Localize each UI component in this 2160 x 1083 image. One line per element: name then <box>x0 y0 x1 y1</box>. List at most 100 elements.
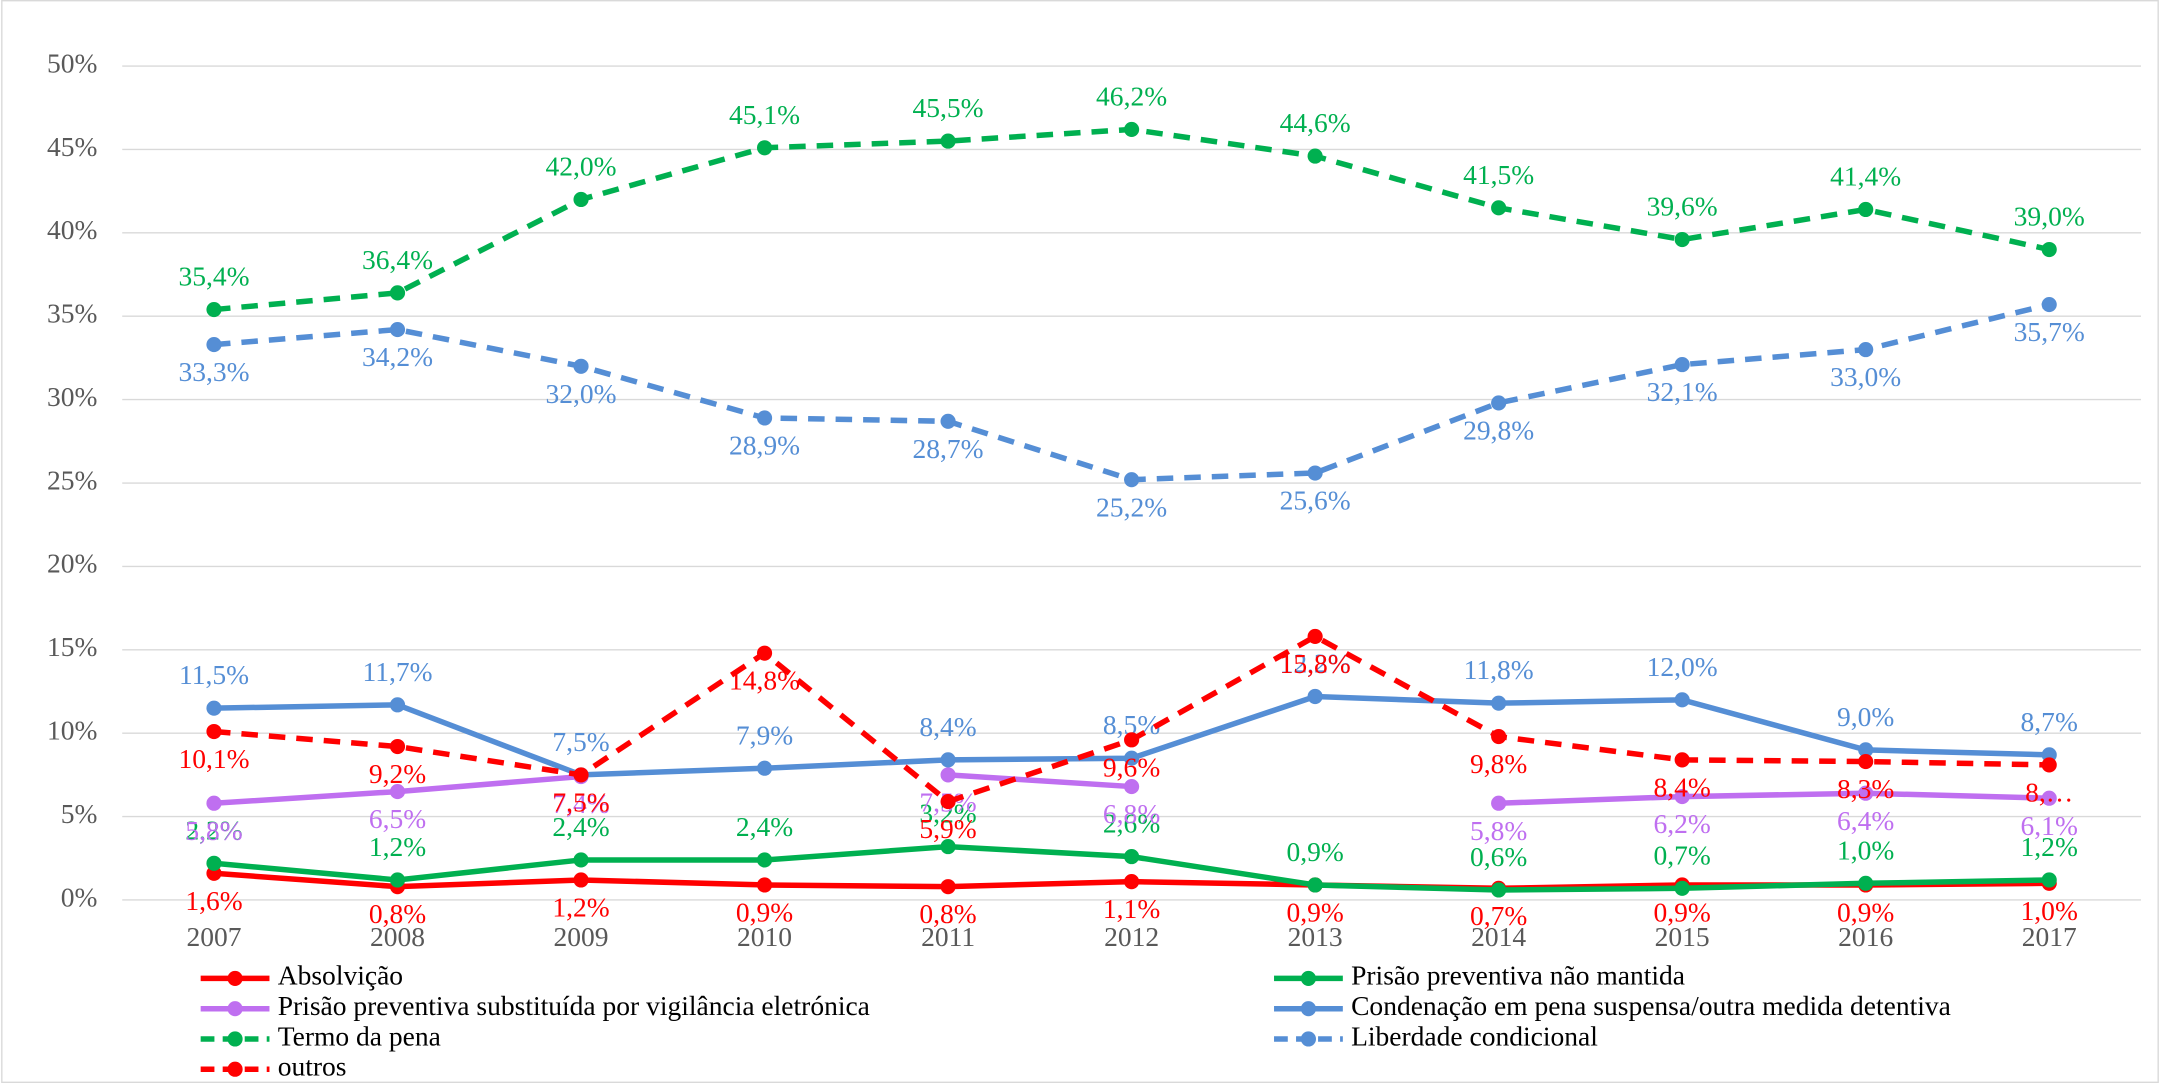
data-point <box>1307 688 1323 705</box>
data-label: 15,8% <box>1280 648 1351 679</box>
data-label: 1,2% <box>552 892 609 923</box>
data-point <box>573 191 589 208</box>
data-point <box>1491 695 1507 711</box>
series-line <box>947 772 1132 790</box>
data-label: 0,9% <box>1286 836 1343 867</box>
data-point <box>573 767 589 783</box>
data-point <box>1307 465 1323 481</box>
data-point <box>756 140 773 156</box>
data-point <box>940 413 956 429</box>
data-point <box>389 322 406 338</box>
data-point <box>1124 472 1140 488</box>
data-point <box>573 358 589 374</box>
data-point <box>206 795 222 811</box>
data-label: 0,9% <box>1837 897 1894 928</box>
data-point <box>756 645 773 661</box>
x-tick-label: 2015 <box>1655 921 1710 952</box>
data-label: 7,5% <box>552 726 609 757</box>
data-point <box>2041 241 2057 258</box>
data-label: 0,7% <box>1470 900 1527 931</box>
data-label: 5,8% <box>185 815 242 846</box>
data-label: 39,6% <box>1647 191 1718 222</box>
data-label: 12,0% <box>1647 651 1718 682</box>
data-label: 11,8% <box>1464 654 1534 685</box>
data-label: 35,4% <box>178 261 249 292</box>
data-label: 44,6% <box>1280 107 1351 138</box>
data-point <box>756 760 773 776</box>
data-point <box>2041 790 2057 806</box>
data-label: 32,1% <box>1647 376 1718 407</box>
data-label: 0,6% <box>1470 841 1527 872</box>
data-label: 42,0% <box>545 151 616 182</box>
y-tick-label: 30% <box>47 381 97 412</box>
data-label: 7,9% <box>736 719 793 750</box>
data-point <box>1124 750 1140 766</box>
legend-label: Prisão preventiva não mantida <box>1351 960 1685 991</box>
legend-marker <box>1300 970 1317 986</box>
data-point <box>1124 778 1140 795</box>
data-label: 7,4% <box>552 788 609 819</box>
legend-label: Condenação em pena suspensa/outra medida… <box>1351 990 1951 1021</box>
y-tick-label: 35% <box>47 298 97 329</box>
data-label: 2,4% <box>736 811 793 842</box>
data-label: 0,8% <box>919 898 976 929</box>
data-point <box>1124 874 1140 890</box>
data-label: 1,0% <box>1837 834 1894 865</box>
y-tick-label: 10% <box>47 715 97 746</box>
data-label: 34,2% <box>362 341 433 372</box>
data-point <box>940 839 956 855</box>
data-label: 0,9% <box>736 897 793 928</box>
data-label: 6,8% <box>1103 798 1160 829</box>
data-point <box>1307 877 1323 893</box>
data-label: 14,8% <box>729 665 800 696</box>
x-tick-label: 2010 <box>737 921 792 952</box>
data-point <box>1491 882 1507 898</box>
data-point <box>1307 628 1323 645</box>
data-label: 5,9% <box>919 813 976 844</box>
data-point <box>1674 880 1690 896</box>
y-tick-label: 20% <box>47 548 97 579</box>
y-tick-label: 15% <box>47 631 97 662</box>
data-label: 36,4% <box>362 244 433 275</box>
y-tick-label: 25% <box>47 464 97 495</box>
data-point <box>1124 121 1140 138</box>
data-point <box>389 872 406 888</box>
data-point <box>389 697 406 713</box>
data-label: 8,7% <box>2021 706 2078 737</box>
x-tick-label: 2012 <box>1104 921 1159 952</box>
data-point <box>389 738 406 755</box>
legend-marker <box>1300 1031 1317 1047</box>
data-point <box>1674 231 1690 248</box>
x-tick-label: 2007 <box>186 921 241 952</box>
data-point <box>573 872 589 888</box>
data-point <box>206 301 222 318</box>
data-point <box>1858 742 1874 758</box>
data-label: 29,8% <box>1463 415 1534 446</box>
y-tick-label: 40% <box>47 214 97 245</box>
data-label: 6,5% <box>369 803 426 834</box>
data-point <box>206 855 222 871</box>
data-label: 1,6% <box>185 885 242 916</box>
data-point <box>940 879 956 895</box>
data-label: 8,… <box>2025 776 2073 807</box>
data-point <box>2041 296 2057 313</box>
data-label: 1,0% <box>2021 895 2078 926</box>
y-tick-label: 45% <box>47 131 97 162</box>
data-label: 25,2% <box>1096 491 1167 522</box>
data-label: 7,5% <box>552 786 609 817</box>
data-label: 33,0% <box>1830 361 1901 392</box>
legend-label: outros <box>278 1051 347 1082</box>
x-tick-label: 2008 <box>370 921 425 952</box>
x-tick-label: 2009 <box>554 921 609 952</box>
data-point <box>940 767 956 783</box>
data-label: 28,9% <box>729 430 800 461</box>
data-label: 2,4% <box>552 811 609 842</box>
y-tick-label: 50% <box>47 47 97 78</box>
data-label: 1,1% <box>1103 893 1160 924</box>
data-label: 8,3% <box>1837 773 1894 804</box>
data-label: 9,0% <box>1837 701 1894 732</box>
data-point <box>1858 342 1874 358</box>
